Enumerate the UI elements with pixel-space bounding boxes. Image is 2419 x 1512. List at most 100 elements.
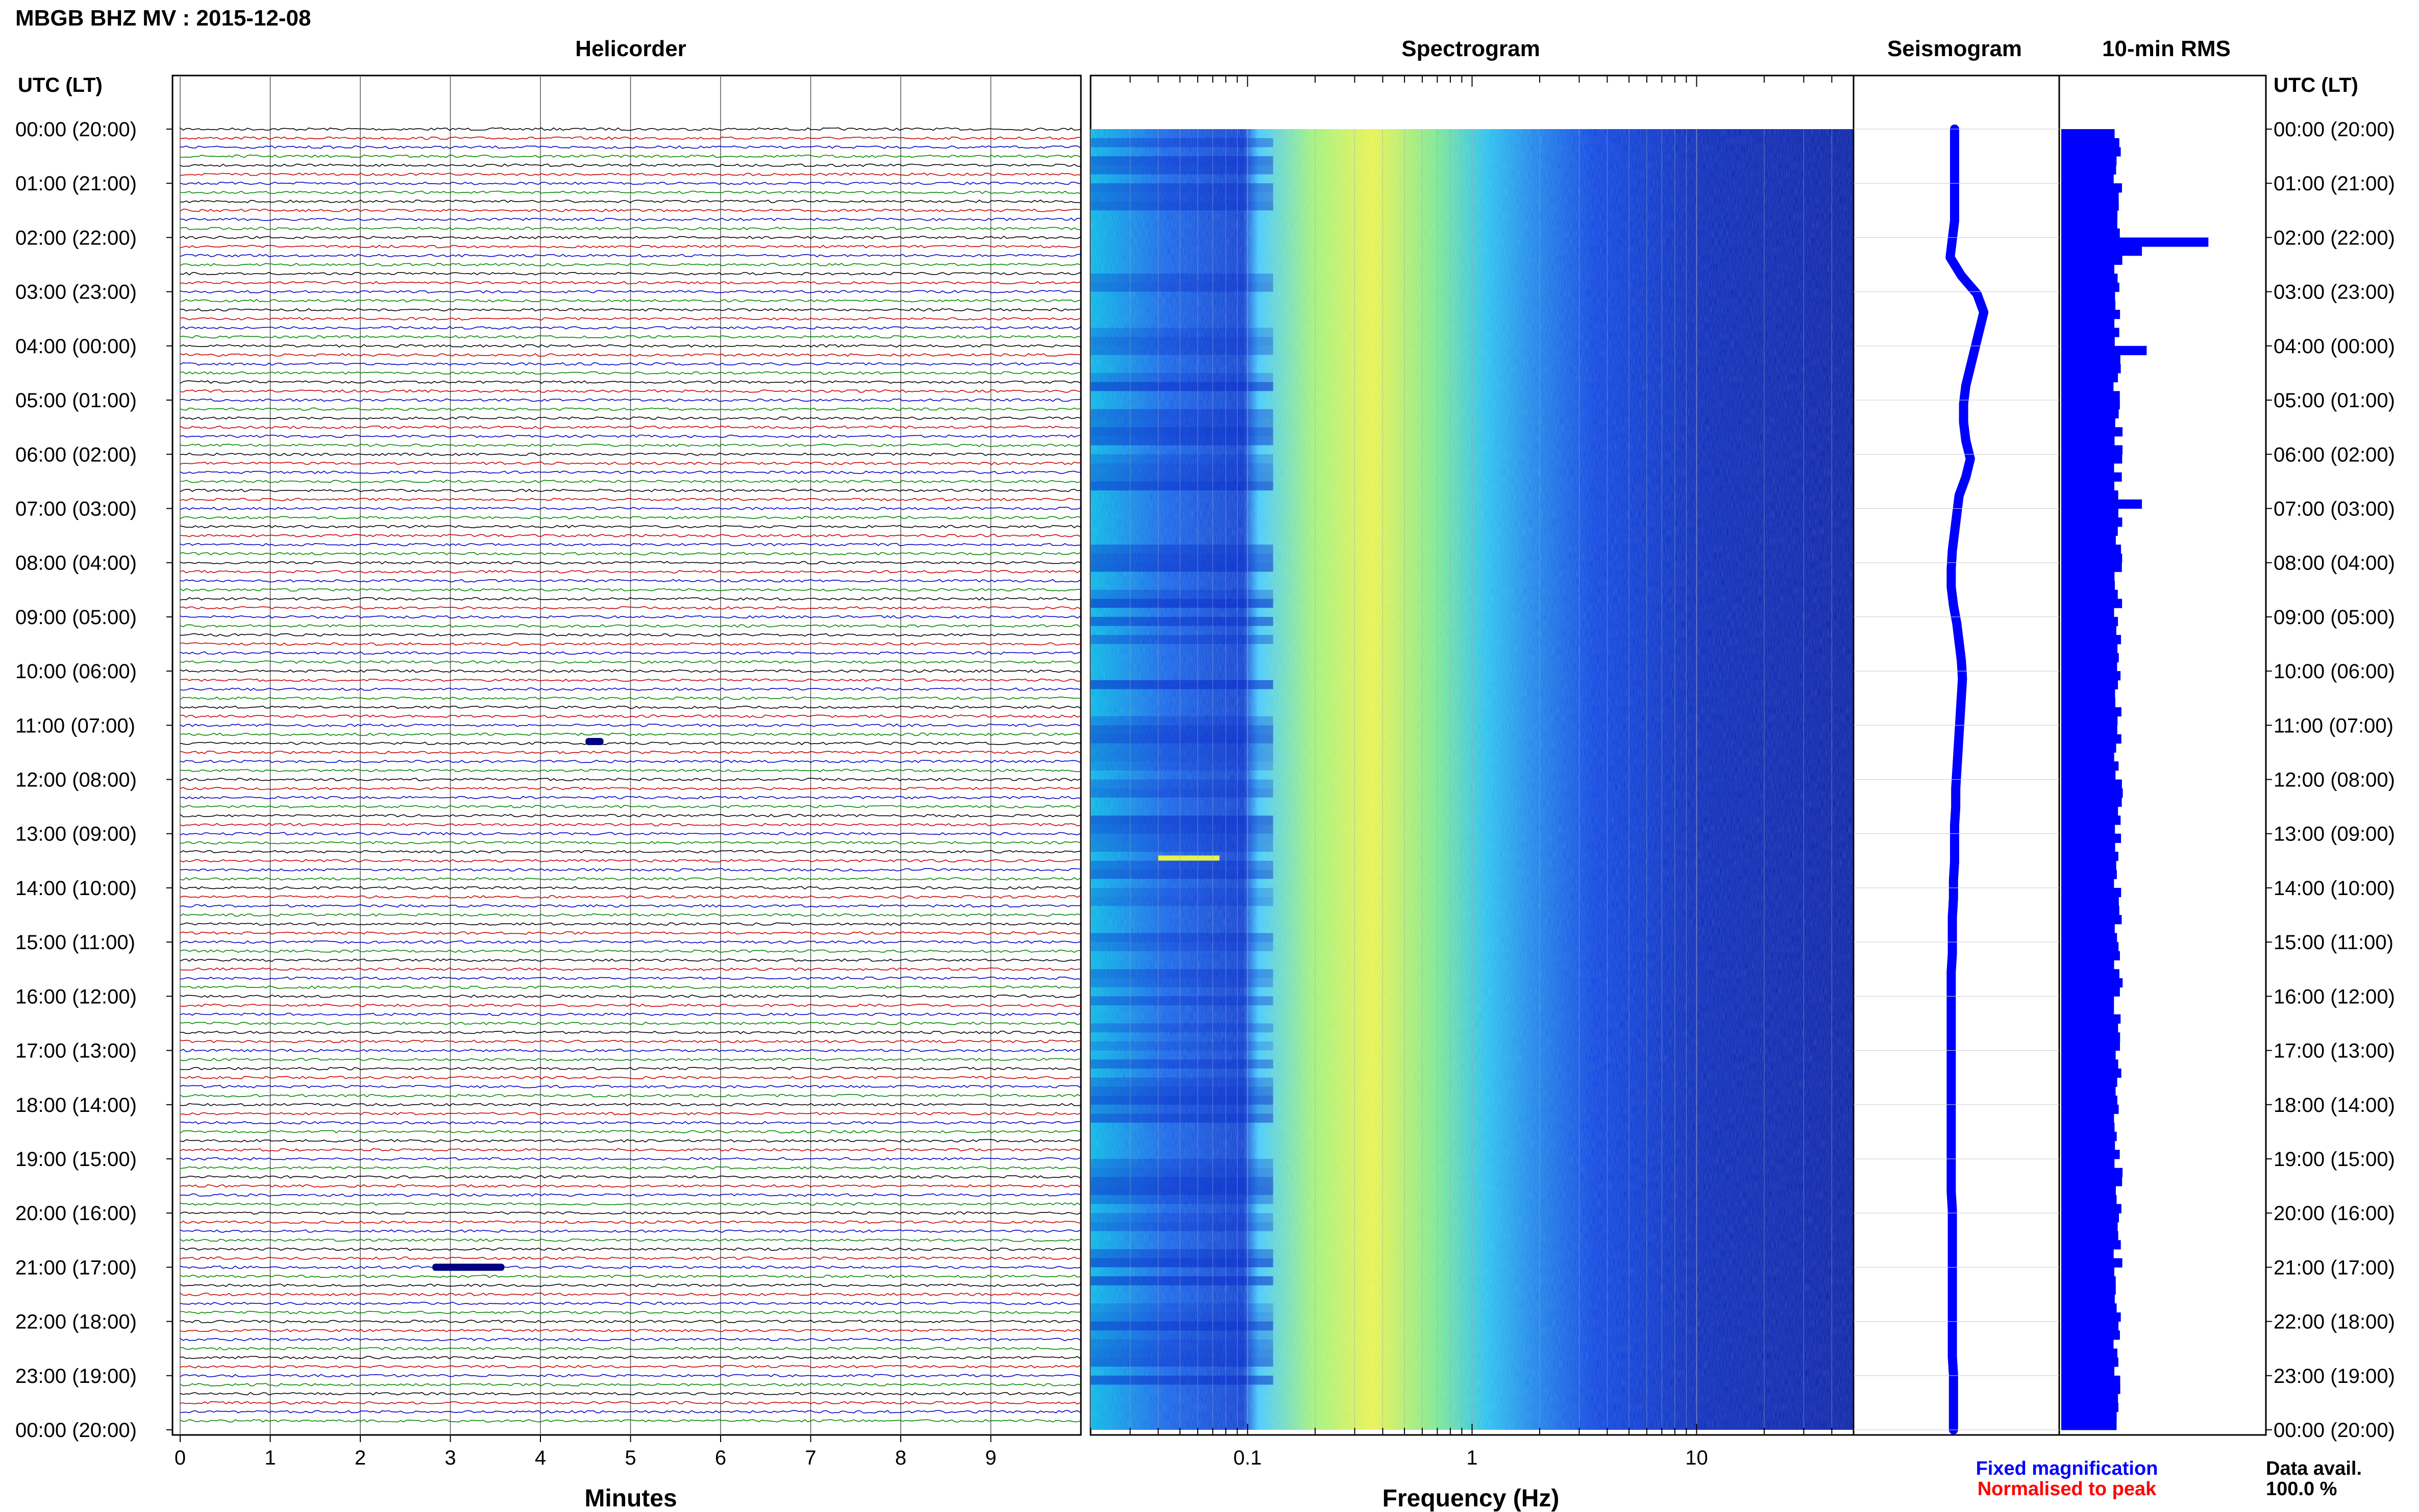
rms-bar: [2061, 1384, 2120, 1394]
helicorder-trace: [180, 244, 1081, 249]
rms-bar: [2061, 274, 2118, 283]
helicorder-trace: [180, 317, 1081, 321]
helicorder-trace: [180, 254, 1080, 258]
spectrogram-band: [1091, 1086, 1273, 1096]
helicorder-trace: [180, 949, 1081, 953]
rms-bar: [2061, 481, 2114, 491]
rms-bar: [2061, 1303, 2117, 1313]
spectrogram-band: [1091, 1222, 1273, 1231]
helicorder-trace: [180, 1003, 1080, 1007]
helicorder-trace: [180, 271, 1081, 276]
helicorder-tick-label: 7: [805, 1447, 816, 1469]
rms-bar: [2061, 887, 2121, 898]
rms-bar: [2061, 1394, 2118, 1403]
spectrogram-band: [1091, 589, 1273, 599]
helicorder-trace: [180, 488, 1081, 492]
rms-bar: [2061, 1285, 2116, 1295]
spectrogram-band: [1091, 481, 1273, 491]
rms-bar: [2061, 743, 2116, 753]
helicorder-trace: [180, 759, 1081, 763]
seismogram-panel: [1853, 75, 2060, 1436]
helicorder-trace: [180, 1256, 1081, 1260]
helicorder-trace: [180, 723, 1081, 727]
time-label-left: 05:00 (01:00): [15, 389, 137, 412]
rms-bar: [2061, 906, 2119, 915]
time-label-left: 01:00 (21:00): [15, 172, 137, 195]
helicorder-trace: [180, 1193, 1081, 1197]
helicorder-trace: [180, 678, 1081, 682]
rms-bar: [2061, 382, 2114, 391]
helicorder-trace: [180, 1247, 1081, 1251]
time-label-left: 20:00 (16:00): [15, 1202, 137, 1225]
rms-bar: [2061, 264, 2114, 274]
rms-bar: [2061, 662, 2117, 672]
helicorder-trace: [180, 1347, 1081, 1351]
rms-bar: [2061, 517, 2122, 527]
rms-bar: [2061, 1231, 2118, 1241]
rms-bar: [2061, 183, 2122, 193]
rms-bar: [2061, 897, 2119, 906]
helicorder-trace: [180, 1283, 1081, 1287]
helicorder-trace: [180, 299, 1081, 303]
helicorder-trace: [180, 597, 1081, 601]
rms-bar: [2061, 301, 2116, 310]
spectrogram-band: [1091, 1059, 1273, 1069]
time-label-right: 17:00 (13:00): [2274, 1040, 2395, 1062]
spectrogram-band: [1091, 725, 1273, 734]
helicorder-trace: [180, 1337, 1081, 1342]
spectrogram-band: [1091, 616, 1273, 626]
spectrogram-band: [1091, 1186, 1273, 1195]
rms-bar: [2061, 255, 2122, 265]
time-label-right: 03:00 (23:00): [2274, 281, 2395, 304]
rms-bar: [2061, 454, 2122, 464]
rms-bar: [2061, 1077, 2117, 1087]
spectrogram-band: [1091, 978, 1273, 987]
rms-bar: [2061, 1096, 2117, 1105]
time-label-left: 18:00 (14:00): [15, 1094, 137, 1117]
helicorder-trace: [180, 1148, 1081, 1152]
rms-bar: [2061, 445, 2123, 455]
helicorder-trace: [180, 1076, 1081, 1080]
rms-bar: [2061, 1411, 2117, 1421]
time-label-left: 08:00 (04:00): [15, 552, 137, 575]
helicorder-trace: [180, 832, 1081, 836]
helicorder-event: [432, 1263, 505, 1271]
spectrogram-band: [1091, 1357, 1273, 1367]
helicorder-trace: [180, 425, 1081, 429]
rms-bar: [2061, 337, 2115, 346]
spectrogram-band: [1091, 1339, 1273, 1349]
time-label-left: 03:00 (23:00): [15, 281, 137, 304]
rms-bar: [2061, 201, 2119, 211]
helicorder-trace: [180, 1355, 1081, 1359]
spectrogram-panel: 0.1 1 10: [1090, 75, 1855, 1469]
data-avail-value: 100.0 %: [2266, 1478, 2337, 1500]
helicorder-trace: [180, 913, 1081, 917]
rms-bar: [2061, 870, 2117, 879]
rms-bar: [2061, 147, 2121, 157]
helicorder-trace: [180, 534, 1081, 537]
spectrogram-band: [1091, 436, 1273, 445]
spectrogram-band: [1091, 156, 1273, 165]
helicorder-trace: [180, 507, 1081, 510]
spectrogram-band: [1091, 1168, 1273, 1177]
helicorder-trace: [180, 353, 1081, 357]
left-axis-label: UTC (LT): [18, 74, 103, 96]
spectrogram-band: [1091, 1041, 1273, 1051]
rms-bar: [2061, 1321, 2119, 1331]
helicorder-trace: [180, 1211, 1081, 1215]
rms-bar: [2061, 734, 2121, 744]
helicorder-trace: [180, 1157, 1081, 1161]
helicorder-trace: [180, 1022, 1081, 1025]
spectrogram-band: [1091, 454, 1273, 463]
helicorder-trace: [180, 1328, 1081, 1332]
rms-bar: [2061, 562, 2122, 572]
rms-bar: [2061, 933, 2117, 943]
legend-fixed-magnification: Fixed magnification: [1976, 1458, 2158, 1479]
rms-bar: [2061, 1104, 2119, 1114]
helicorder-trace: [180, 1410, 1081, 1414]
rms-bar: [2061, 1032, 2120, 1042]
time-label-right: 01:00 (21:00): [2274, 172, 2395, 195]
time-label-left: 11:00 (07:00): [15, 714, 135, 737]
time-label-right: 02:00 (22:00): [2274, 227, 2395, 249]
time-label-left: 23:00 (19:00): [15, 1365, 137, 1387]
